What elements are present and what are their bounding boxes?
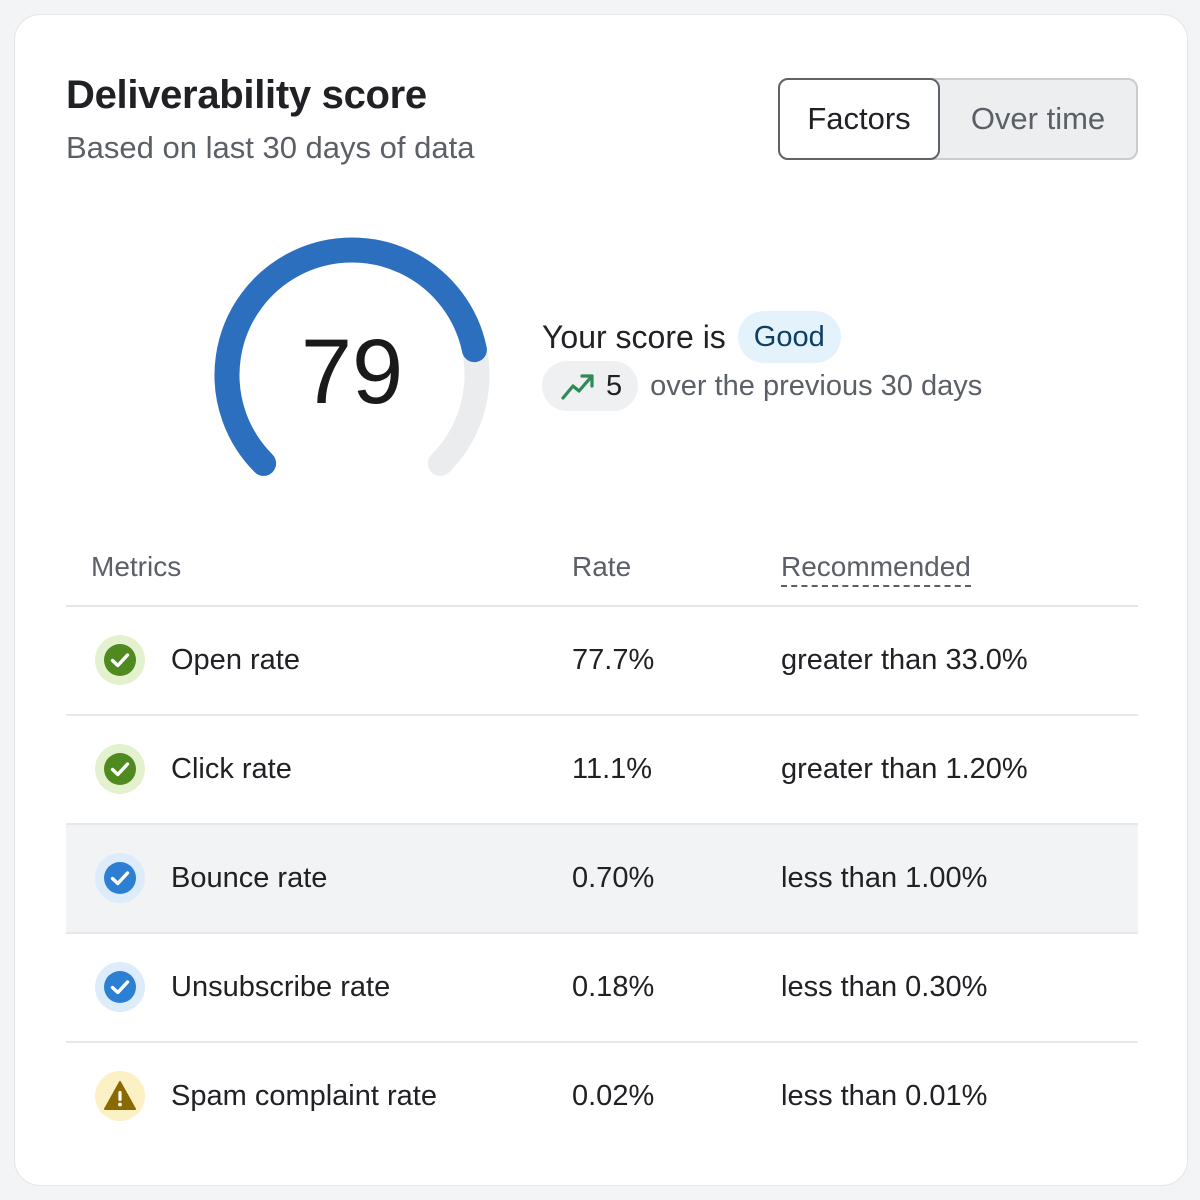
check-circle-icon (104, 862, 136, 894)
metric-recommended: less than 1.00% (781, 862, 988, 894)
factors-tab[interactable]: Factors (778, 78, 940, 160)
check-circle-icon (104, 971, 136, 1003)
metric-rate: 0.18% (572, 971, 655, 1003)
deliverability-score-card: Deliverability score Based on last 30 da… (14, 14, 1188, 1186)
score-trend: 5 over the previous 30 days (542, 361, 982, 411)
card-subtitle: Based on last 30 days of data (66, 130, 475, 165)
header-metrics: Metrics (91, 551, 182, 582)
over-time-tab[interactable]: Over time (970, 101, 1106, 136)
metric-recommended: greater than 1.20% (781, 753, 1028, 785)
score-summary: Your score is Good (542, 311, 841, 363)
metric-recommended: greater than 33.0% (781, 644, 1028, 676)
card-title: Deliverability score (66, 73, 427, 117)
metric-recommended: less than 0.30% (781, 971, 988, 1003)
table-row[interactable]: Spam complaint rate 0.02% less than 0.01% (66, 1043, 1138, 1150)
table-row[interactable]: Open rate 77.7% greater than 33.0% (66, 607, 1138, 716)
score-rating-badge: Good (737, 311, 841, 363)
header-rate: Rate (572, 551, 632, 582)
view-toggle: Factors Over time (778, 78, 1138, 160)
metric-rate: 77.7% (572, 644, 655, 676)
pass-status (95, 962, 145, 1012)
warning-icon (104, 1081, 136, 1110)
gauge-fill (214, 237, 487, 476)
trend-description: over the previous 30 days (650, 369, 983, 402)
table-body: Open rate 77.7% greater than 33.0% Click ra… (66, 607, 1138, 1150)
metric-name: Open rate (171, 644, 300, 676)
metric-name: Unsubscribe rate (171, 971, 391, 1003)
check-circle-icon (104, 753, 136, 785)
metric-rate: 0.02% (572, 1080, 655, 1112)
table-row[interactable]: Unsubscribe rate 0.18% less than 0.30% (66, 934, 1138, 1043)
metrics-table: Metrics Rate Recommended Open rate 77.7% g… (66, 529, 1138, 1150)
score-gauge: 79 (214, 237, 490, 476)
metric-name: Spam complaint rate (171, 1080, 437, 1112)
pass-status (95, 744, 145, 794)
table-row[interactable]: Click rate 11.1% greater than 1.20% (66, 716, 1138, 825)
metric-recommended: less than 0.01% (781, 1080, 988, 1112)
pass-status (95, 853, 145, 903)
table-row[interactable]: Bounce rate 0.70% less than 1.00% (66, 825, 1138, 934)
check-circle-icon (104, 644, 136, 676)
score-label: Your score is (542, 318, 726, 355)
score-value: 79 (301, 321, 403, 423)
warning-status (95, 1071, 145, 1121)
metric-name: Bounce rate (171, 862, 328, 894)
pass-status (95, 635, 145, 685)
table-header: Metrics Rate Recommended (66, 529, 1138, 607)
metric-rate: 0.70% (572, 862, 655, 894)
metric-rate: 11.1% (572, 753, 653, 785)
trending-up-icon (561, 374, 594, 400)
trend-change-value: 5 (606, 369, 623, 402)
metric-name: Click rate (171, 753, 292, 785)
trend-pill: 5 (542, 361, 639, 411)
header-recommended[interactable]: Recommended (781, 551, 971, 587)
